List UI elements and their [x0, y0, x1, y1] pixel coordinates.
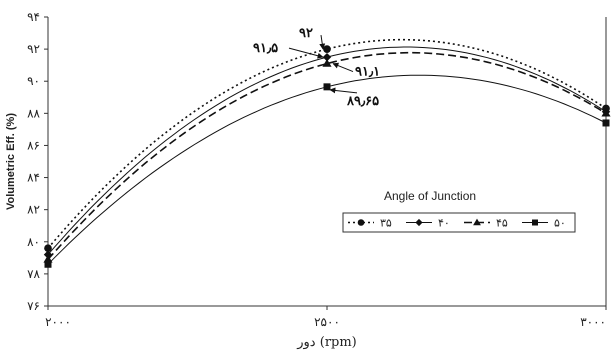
legend-title: Angle of Junction — [384, 189, 476, 203]
data-point — [601, 108, 611, 117]
annotation-label: ۹۱٫۱ — [355, 65, 380, 80]
data-point — [322, 59, 332, 67]
annotation-label: ۹۱٫۵ — [253, 41, 278, 56]
y-tick-label: ۹۴ — [27, 10, 40, 24]
y-tick-label: ۹۰ — [27, 74, 40, 88]
data-point — [323, 45, 331, 53]
legend-item-label: ۴۵ — [496, 217, 508, 230]
data-point — [322, 52, 332, 62]
annotation-arrow — [332, 62, 354, 73]
annotation-arrow — [329, 87, 358, 94]
legend-marker — [532, 219, 538, 226]
legend-marker — [415, 218, 423, 227]
legend-item-label: ۴۰ — [438, 217, 450, 230]
series-group — [43, 38, 611, 268]
y-tick-label: ۸۶ — [27, 138, 40, 152]
y-tick-label: ۸۲ — [27, 203, 40, 217]
legend-box — [342, 212, 576, 233]
x-axis-ticks: ۲۰۰۰ ۲۵۰۰ ۳۰۰۰ — [45, 306, 607, 329]
annotations-group: ۹۲ ۹۱٫۵ ۹۱٫۱ ۸۹٫۶۵ — [253, 26, 380, 109]
data-point — [602, 119, 610, 127]
series-3 — [43, 51, 611, 263]
x-tick-label: ۲۵۰۰ — [314, 315, 340, 329]
series-line — [47, 74, 607, 265]
y-axis-ticks: ۷۶ ۷۸ ۸۰ ۸۲ ۸۴ ۸۶ ۸۸ ۹۰ ۹۲ ۹۴ — [27, 10, 48, 313]
y-tick-label: ۷۶ — [27, 299, 40, 313]
y-tick-label: ۸۰ — [27, 235, 40, 249]
x-tick-label: ۳۰۰۰ — [580, 315, 606, 329]
y-axis-label: Volumetric Eff. (%) — [5, 113, 17, 210]
series-4 — [44, 74, 610, 268]
series-line — [47, 51, 607, 260]
data-point — [44, 260, 52, 268]
data-point — [43, 254, 53, 263]
annotation-label: ۸۹٫۶۵ — [346, 94, 379, 109]
y-tick-label: ۸۴ — [27, 171, 40, 185]
y-tick-label: ۷۸ — [27, 267, 40, 281]
legend-marker — [473, 218, 481, 226]
annotation-arrow — [319, 35, 326, 50]
y-tick-label: ۸۸ — [27, 106, 40, 120]
annotation-arrow — [288, 47, 324, 59]
annotation-label: ۹۲ — [299, 26, 313, 41]
legend-marker — [357, 219, 365, 226]
legend-item-label: ۵۰ — [554, 217, 566, 230]
x-axis-label: دور (rpm) — [296, 335, 357, 350]
y-tick-label: ۹۲ — [27, 42, 40, 56]
x-tick-label: ۲۰۰۰ — [45, 315, 71, 329]
legend: ۳۵ ۴۰ ۴۵ ۵۰ — [342, 212, 576, 233]
legend-item-label: ۳۵ — [380, 217, 392, 230]
data-point — [323, 83, 331, 91]
data-point — [44, 244, 52, 253]
